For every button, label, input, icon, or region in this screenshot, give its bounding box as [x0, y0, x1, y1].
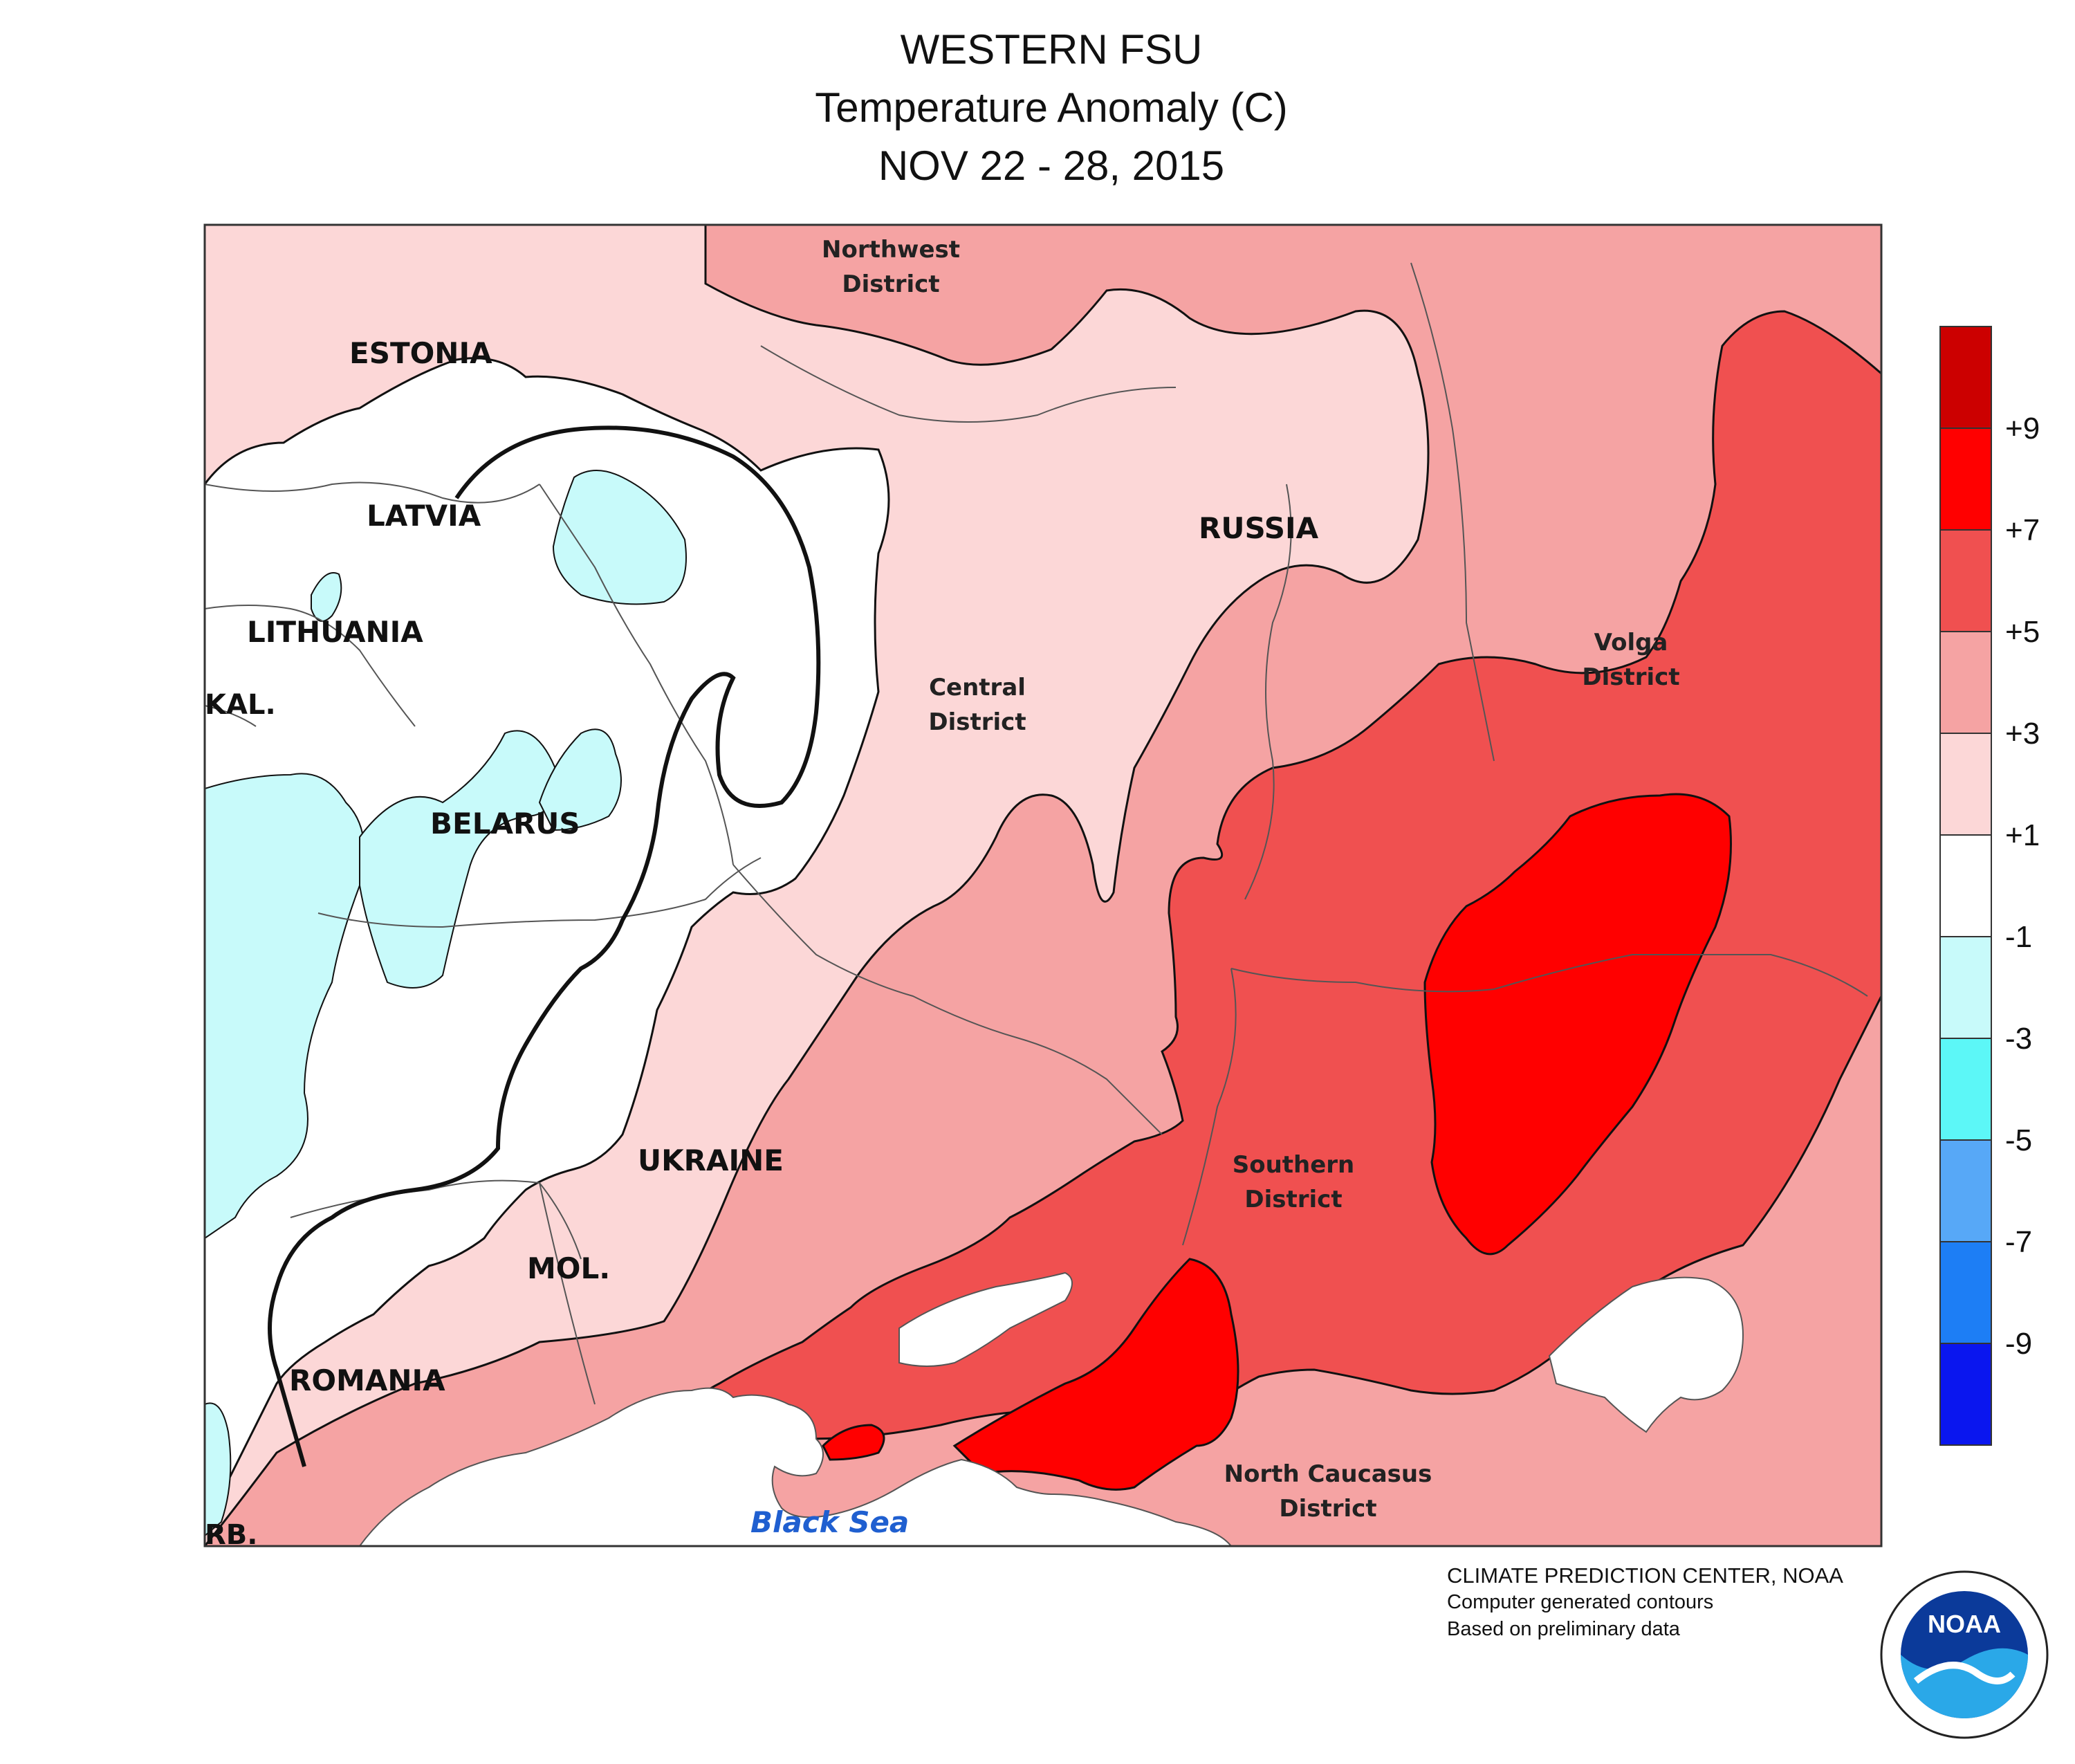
credit-block: CLIMATE PREDICTION CENTER, NOAA Computer…	[1447, 1562, 1843, 1643]
legend-swatch	[1939, 834, 1992, 937]
title-variable: Temperature Anomaly (C)	[815, 84, 1288, 131]
map-frame	[205, 225, 1881, 1546]
noaa-logo-text: NOAA	[1928, 1610, 2001, 1638]
anomaly-band-neg1-1	[205, 357, 890, 1509]
map-border	[203, 223, 1883, 1547]
legend-tick-label: -3	[2005, 1022, 2032, 1056]
country-label-romania: ROMANIA	[289, 1363, 445, 1397]
sea-of-azov	[898, 1271, 1073, 1367]
district-label-northwest-suffix: District	[842, 270, 939, 298]
legend-swatch	[1939, 326, 1992, 429]
country-label-kaliningrad: KAL.	[205, 689, 276, 721]
title-dates: NOV 22 - 28, 2015	[878, 143, 1225, 189]
country-label-latvia: LATVIA	[367, 499, 481, 533]
legend-tick-label: +1	[2005, 818, 2040, 852]
legend-tick-label: -1	[2005, 920, 2032, 954]
noaa-logo: NOAA	[1880, 1570, 2049, 1739]
country-label-belarus: BELARUS	[430, 807, 580, 840]
anomaly-band-neg3-neg1	[205, 1402, 232, 1537]
country-label-russia: RUSSIA	[1199, 511, 1319, 545]
anomaly-band-neg3-neg1	[311, 572, 342, 622]
legend-tick-label: +3	[2005, 717, 2040, 751]
caspian-sea	[1548, 1276, 1744, 1433]
district-label-north-caucasus-suffix: District	[1279, 1495, 1376, 1523]
legend-tick-label: +5	[2005, 615, 2040, 649]
legend-swatch	[1939, 1139, 1992, 1242]
anomaly-band-7-9	[1423, 793, 1732, 1256]
map-title: WESTERN FSU Temperature Anomaly (C) NOV …	[0, 21, 2075, 195]
legend-swatch	[1939, 631, 1992, 734]
legend-swatch	[1939, 1241, 1992, 1344]
anomaly-band-5-7	[683, 310, 1881, 1461]
country-label-moldova: MOL.	[527, 1251, 610, 1285]
legend-tick-label: -9	[2005, 1327, 2032, 1361]
district-label-central: Central	[929, 674, 1026, 701]
anomaly-band-neg3-neg1	[205, 773, 365, 1240]
district-label-volga-suffix: District	[1582, 663, 1679, 691]
country-label-rb: RB.	[205, 1519, 257, 1551]
country-borders	[205, 262, 1868, 1405]
legend-colorbar: +9 +7 +5 +3 +1 -1 -3 -5 -7 -9	[1939, 326, 2040, 1446]
country-label-lithuania: LITHUANIA	[247, 615, 423, 649]
district-label-northwest: Northwest	[822, 236, 960, 264]
district-label-volga: Volga	[1594, 629, 1668, 656]
district-label-north-caucasus: North Caucasus	[1224, 1460, 1432, 1488]
sea-label-black-sea: Black Sea	[750, 1505, 909, 1539]
legend-tick-label: +9	[2005, 412, 2040, 445]
legend-tick-label: -7	[2005, 1225, 2032, 1259]
district-label-southern: Southern	[1233, 1151, 1355, 1179]
anomaly-band-neg3-neg1	[552, 470, 687, 605]
anomaly-band-neg3-neg1	[538, 728, 622, 832]
anomaly-band-neg3-neg1	[359, 730, 562, 989]
legend-swatch	[1939, 936, 1992, 1039]
country-label-estonia: ESTONIA	[349, 336, 492, 370]
district-label-central-suffix: District	[928, 708, 1026, 736]
legend-tick-label: +7	[2005, 513, 2040, 547]
district-label-southern-suffix: District	[1244, 1186, 1342, 1213]
credit-org: CLIMATE PREDICTION CENTER, NOAA	[1447, 1563, 1843, 1588]
zero-contour	[268, 425, 821, 1467]
title-region: WESTERN FSU	[900, 26, 1203, 73]
credit-method: Computer generated contours	[1447, 1591, 1714, 1613]
legend-swatch	[1939, 1343, 1992, 1446]
anomaly-band-7-9	[952, 1258, 1239, 1491]
credit-note: Based on preliminary data	[1447, 1618, 1680, 1640]
country-label-ukraine: UKRAINE	[638, 1143, 784, 1177]
anomaly-band-7-9	[822, 1424, 885, 1461]
black-sea	[358, 1387, 1233, 1546]
legend-swatch	[1939, 733, 1992, 836]
legend-swatch	[1939, 529, 1992, 632]
legend-swatch	[1939, 1038, 1992, 1141]
legend-swatch	[1939, 428, 1992, 531]
legend-tick-label: -5	[2005, 1123, 2032, 1157]
